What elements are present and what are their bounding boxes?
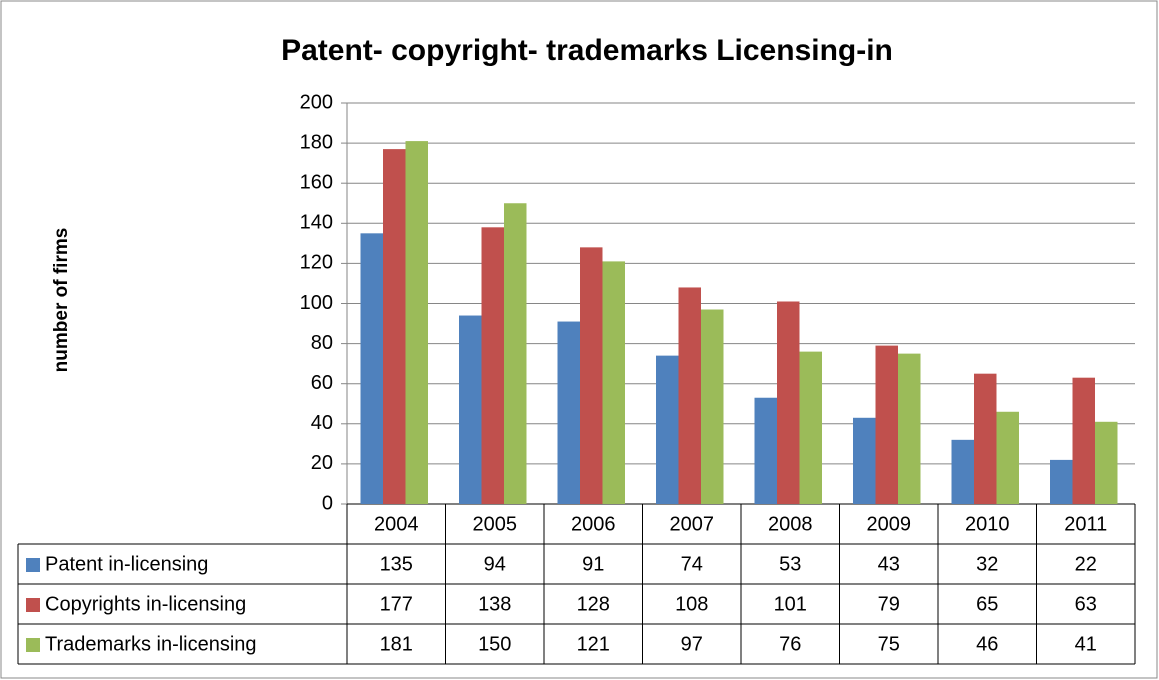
table-value: 138 xyxy=(478,593,511,615)
x-tick-label: 2004 xyxy=(374,513,419,535)
table-value: 46 xyxy=(976,633,998,655)
legend-key xyxy=(26,598,40,612)
bar xyxy=(459,315,482,504)
x-tick-label: 2010 xyxy=(965,513,1010,535)
bar xyxy=(383,149,406,505)
bar xyxy=(602,261,625,504)
legend-label: Patent in-licensing xyxy=(45,553,208,575)
chart-title: Patent- copyright- trademarks Licensing-… xyxy=(281,34,893,67)
bar xyxy=(754,397,777,504)
y-tick-label: 180 xyxy=(300,131,333,153)
table-value: 91 xyxy=(582,553,604,575)
y-tick-label: 80 xyxy=(311,332,333,354)
x-tick-label: 2011 xyxy=(1064,513,1107,535)
table-value: 97 xyxy=(681,633,703,655)
y-tick-label: 140 xyxy=(300,212,333,234)
table-value: 128 xyxy=(577,593,610,615)
bar xyxy=(996,411,1019,504)
x-tick-label: 2009 xyxy=(867,513,912,535)
bar xyxy=(853,417,876,504)
bar xyxy=(799,351,822,504)
bar xyxy=(360,233,383,504)
bar xyxy=(504,203,527,504)
table-value: 74 xyxy=(681,553,703,575)
bar xyxy=(898,353,921,504)
bar xyxy=(405,141,428,504)
bar xyxy=(777,301,800,504)
x-tick-label: 2006 xyxy=(571,513,616,535)
bar xyxy=(656,355,679,504)
x-tick-label: 2007 xyxy=(670,513,715,535)
table-value: 43 xyxy=(878,553,900,575)
y-tick-label: 100 xyxy=(300,292,333,314)
table-value: 101 xyxy=(774,593,807,615)
bar xyxy=(701,309,724,504)
x-tick-label: 2005 xyxy=(473,513,518,535)
table-value: 32 xyxy=(976,553,998,575)
legend-key xyxy=(26,638,40,652)
bar xyxy=(481,227,504,504)
table-value: 22 xyxy=(1075,553,1097,575)
x-tick-label: 2008 xyxy=(768,513,813,535)
table-value: 79 xyxy=(878,593,900,615)
y-tick-label: 120 xyxy=(300,252,333,274)
legend-key xyxy=(26,558,40,572)
table-value: 150 xyxy=(478,633,511,655)
table-value: 53 xyxy=(779,553,801,575)
y-tick-label: 60 xyxy=(311,372,333,394)
bar xyxy=(974,373,997,504)
y-tick-label: 160 xyxy=(300,171,333,193)
y-tick-label: 20 xyxy=(311,452,333,474)
table-value: 181 xyxy=(380,633,413,655)
bar xyxy=(951,439,974,504)
bar xyxy=(580,247,603,505)
table-value: 108 xyxy=(675,593,708,615)
y-axis-title: number of firms xyxy=(51,228,72,373)
y-tick-label: 40 xyxy=(311,412,333,434)
bar xyxy=(1095,421,1118,504)
table-value: 76 xyxy=(779,633,801,655)
legend-label: Trademarks in-licensing xyxy=(45,633,257,655)
bar xyxy=(1072,377,1095,504)
table-value: 65 xyxy=(976,593,998,615)
legend-label: Copyrights in-licensing xyxy=(45,593,246,615)
table-value: 41 xyxy=(1075,633,1097,655)
bar xyxy=(678,287,701,504)
table-value: 63 xyxy=(1075,593,1097,615)
table-value: 177 xyxy=(380,593,413,615)
table-value: 135 xyxy=(380,553,413,575)
table-value: 75 xyxy=(878,633,900,655)
y-tick-label: 200 xyxy=(300,91,333,113)
bar xyxy=(875,345,898,504)
table-value: 94 xyxy=(484,553,506,575)
bar xyxy=(1050,459,1073,504)
bar xyxy=(557,321,580,504)
y-tick-label: 0 xyxy=(322,492,333,514)
table-value: 121 xyxy=(577,633,610,655)
